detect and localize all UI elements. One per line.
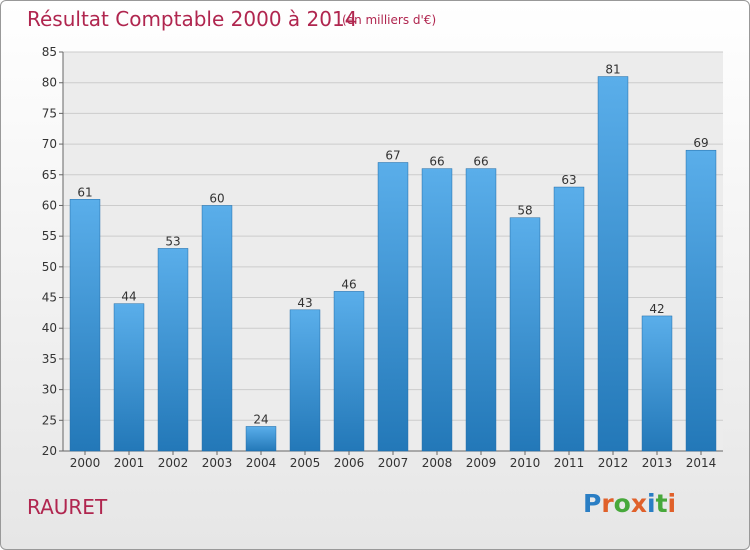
data-label-2014: 69 xyxy=(693,136,708,150)
bar-2006 xyxy=(333,291,365,452)
x-tick-label-2004: 2004 xyxy=(246,456,277,470)
x-tick-label-2000: 2000 xyxy=(70,456,101,470)
bar-2003 xyxy=(201,205,233,452)
bar-2011 xyxy=(553,186,585,452)
data-label-2002: 53 xyxy=(165,234,180,248)
data-label-2013: 42 xyxy=(649,302,664,316)
bar-2009 xyxy=(465,168,497,452)
x-tick-label-2006: 2006 xyxy=(334,456,365,470)
logo-letter: i xyxy=(647,489,656,518)
y-tick-label: 20 xyxy=(42,444,57,458)
y-tick-label: 40 xyxy=(42,321,57,335)
y-tick-label: 50 xyxy=(42,260,57,274)
logo-letter: o xyxy=(613,489,631,518)
x-tick-label-2007: 2007 xyxy=(378,456,409,470)
bar-2013 xyxy=(641,315,673,452)
logo-letter: r xyxy=(601,489,614,518)
x-tick-label-2009: 2009 xyxy=(466,456,497,470)
bar-2000 xyxy=(69,199,101,452)
bar-2008 xyxy=(421,168,453,452)
bar-2001 xyxy=(113,303,145,452)
data-label-2010: 58 xyxy=(517,204,532,218)
chart-subtitle: (en milliers d'€) xyxy=(342,13,437,27)
x-tick-label-2010: 2010 xyxy=(510,456,541,470)
y-tick-label: 35 xyxy=(42,352,57,366)
y-tick-label: 25 xyxy=(42,413,57,427)
y-tick-label: 70 xyxy=(42,137,57,151)
data-label-2005: 43 xyxy=(297,296,312,310)
x-tick-label-2008: 2008 xyxy=(422,456,453,470)
x-tick-label-2014: 2014 xyxy=(686,456,717,470)
logo-letter: t xyxy=(655,489,668,518)
y-tick-label: 55 xyxy=(42,229,57,243)
data-label-2001: 44 xyxy=(121,290,136,304)
data-label-2009: 66 xyxy=(473,155,488,169)
data-label-2004: 24 xyxy=(253,412,268,426)
data-label-2007: 67 xyxy=(385,148,400,162)
data-label-2003: 60 xyxy=(209,191,224,205)
x-tick-label-2012: 2012 xyxy=(598,456,629,470)
y-tick-label: 45 xyxy=(42,291,57,305)
x-tick-label-2013: 2013 xyxy=(642,456,673,470)
y-tick-label: 30 xyxy=(42,383,57,397)
y-tick-label: 75 xyxy=(42,106,57,120)
x-tick-label-2011: 2011 xyxy=(554,456,585,470)
city-name: RAURET xyxy=(27,495,108,519)
bar-2004 xyxy=(245,426,277,452)
x-tick-label-2002: 2002 xyxy=(158,456,189,470)
chart-title: Résultat Comptable 2000 à 2014 xyxy=(27,7,358,31)
bar-2005 xyxy=(289,309,321,452)
data-label-2008: 66 xyxy=(429,155,444,169)
bar-2010 xyxy=(509,217,541,452)
proxiti-logo: Proxiti xyxy=(583,489,676,518)
bar-2012 xyxy=(597,76,629,452)
data-label-2011: 63 xyxy=(561,173,576,187)
bar-2007 xyxy=(377,162,409,452)
y-tick-label: 60 xyxy=(42,198,57,212)
y-tick-label: 65 xyxy=(42,168,57,182)
data-label-2000: 61 xyxy=(77,185,92,199)
data-label-2012: 81 xyxy=(605,63,620,77)
data-label-2006: 46 xyxy=(341,277,356,291)
y-tick-label: 85 xyxy=(42,45,57,59)
y-tick-label: 80 xyxy=(42,76,57,90)
x-tick-label-2001: 2001 xyxy=(114,456,145,470)
bar-2002 xyxy=(157,248,189,452)
logo-letter: x xyxy=(630,489,647,518)
x-tick-label-2005: 2005 xyxy=(290,456,321,470)
bar-2014 xyxy=(685,149,717,452)
logo-letter: P xyxy=(583,489,602,518)
x-tick-label-2003: 2003 xyxy=(202,456,233,470)
logo-letter: i xyxy=(667,489,677,518)
